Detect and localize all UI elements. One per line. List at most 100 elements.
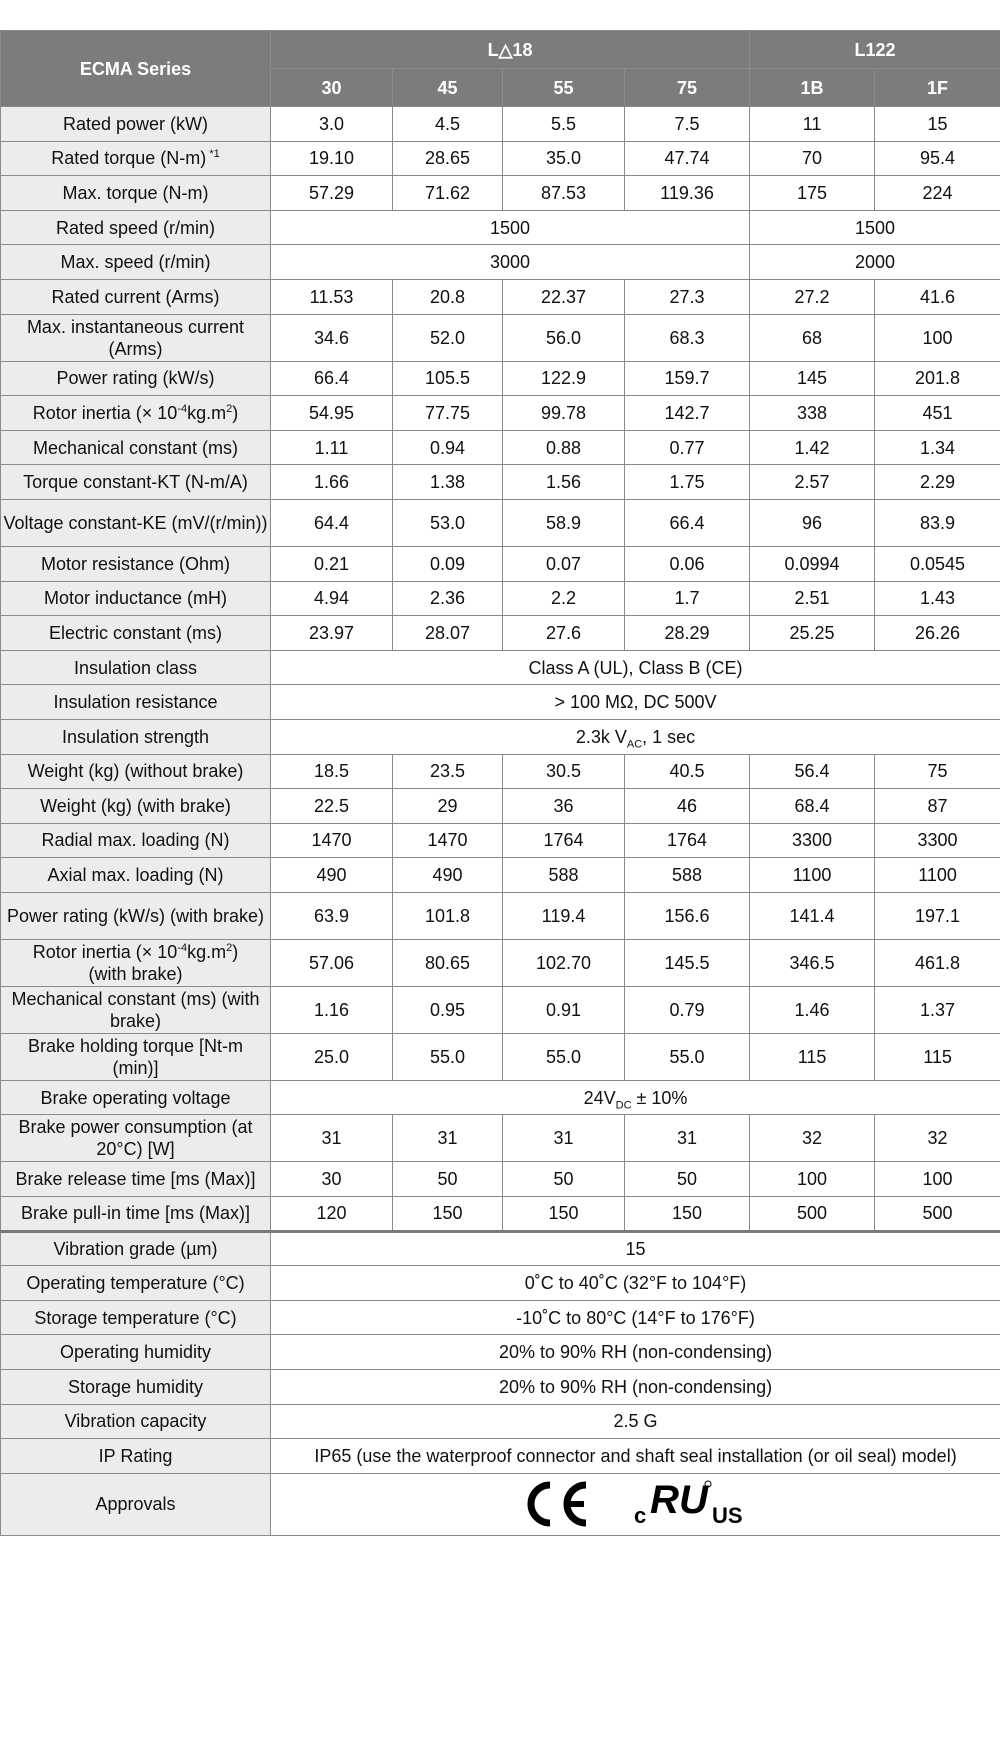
- table-row: Brake release time [ms (Max)] 30 50 50 50 100…: [0, 1161, 1000, 1198]
- value-cell: 68.4: [749, 788, 876, 824]
- value-cell: 0.21: [270, 545, 393, 582]
- series-header: ECMA Series: [0, 30, 271, 107]
- row-label: Operating humidity: [0, 1334, 271, 1371]
- value-cell: 25.25: [749, 615, 876, 651]
- model-header: 1B: [749, 68, 876, 107]
- row-label: Mechanical constant (ms): [0, 429, 271, 466]
- group-value-cell: 3000: [269, 244, 751, 280]
- value-cell: 141.4: [749, 891, 876, 940]
- table-row: IP Rating IP65 (use the waterproof connec…: [0, 1438, 1000, 1474]
- value-cell: 46: [623, 788, 751, 824]
- span-value-cell: 15: [269, 1229, 1000, 1267]
- table-row: Storage temperature (°C) -10˚C to 80°C (1…: [0, 1299, 1000, 1336]
- span-value-cell: 0˚C to 40˚C (32°F to 104°F): [269, 1265, 1000, 1301]
- value-cell: 56.4: [749, 753, 876, 790]
- value-cell: 31: [502, 1114, 625, 1163]
- group-value-cell: 1500: [749, 209, 1000, 246]
- row-label: Rotor inertia (× 10-4kg.m2): [0, 395, 271, 431]
- row-label: Electric constant (ms): [0, 615, 271, 651]
- table-row: Operating humidity 20% to 90% RH (non-con…: [0, 1334, 1000, 1371]
- value-cell: 3300: [874, 822, 1000, 859]
- value-cell: 15: [874, 106, 1000, 142]
- table-row: Insulation resistance > 100 MΩ, DC 500V: [0, 684, 1000, 720]
- value-cell: 201.8: [874, 360, 1000, 397]
- row-label: Approvals: [0, 1472, 271, 1536]
- value-cell: 52.0: [392, 313, 503, 362]
- span-value-cell: > 100 MΩ, DC 500V: [269, 684, 1000, 720]
- svg-text:US: US: [712, 1503, 743, 1528]
- table-row: Power rating (kW/s) (with brake) 63.9 101.…: [0, 891, 1000, 940]
- value-cell: 63.9: [270, 891, 393, 940]
- table-row: Rotor inertia (× 10-4kg.m2) (with brake) 5…: [0, 938, 1000, 987]
- value-cell: 58.9: [502, 498, 625, 547]
- span-value-cell: 24VDC ± 10%: [269, 1079, 1000, 1116]
- span-value-cell: 20% to 90% RH (non-condensing): [269, 1334, 1000, 1371]
- span-value-cell: -10˚C to 80°C (14°F to 176°F): [269, 1299, 1000, 1336]
- row-label: Insulation strength: [0, 718, 271, 755]
- value-cell: 3300: [749, 822, 876, 859]
- row-label: Brake release time [ms (Max)]: [0, 1161, 271, 1198]
- value-cell: 451: [874, 395, 1000, 431]
- row-label: Voltage constant-KE (mV/(r/min)): [0, 498, 271, 547]
- spec-table-body: Rated power (kW) 3.0 4.5 5.5 7.5 11 15 Rated to…: [0, 106, 1000, 1536]
- row-label: Radial max. loading (N): [0, 822, 271, 859]
- table-row: Axial max. loading (N) 490 490 588 588 1100 11…: [0, 857, 1000, 893]
- value-cell: 461.8: [874, 938, 1000, 987]
- row-label: Storage temperature (°C): [0, 1299, 271, 1336]
- value-cell: 47.74: [623, 140, 751, 177]
- table-row: Electric constant (ms) 23.97 28.07 27.6 28.2…: [0, 615, 1000, 651]
- table-row: Radial max. loading (N) 1470 1470 1764 1764 3…: [0, 822, 1000, 859]
- value-cell: 31: [623, 1114, 751, 1163]
- row-label: Vibration grade (µm): [0, 1229, 271, 1267]
- value-cell: 2.36: [392, 580, 503, 617]
- value-cell: 346.5: [749, 938, 876, 987]
- value-cell: 27.6: [502, 615, 625, 651]
- value-cell: 57.29: [270, 175, 393, 211]
- value-cell: 36: [502, 788, 625, 824]
- value-cell: 28.07: [392, 615, 503, 651]
- value-cell: 150: [392, 1196, 503, 1232]
- value-cell: 70: [749, 140, 876, 177]
- spec-table: ECMA Series L△18 L122 30 45 55 75 1B 1F …: [0, 30, 1000, 1536]
- value-cell: 20.8: [392, 278, 503, 315]
- value-cell: 50: [623, 1161, 751, 1198]
- value-cell: 25.0: [270, 1032, 393, 1081]
- table-row: Rated speed (r/min) 1500 1500: [0, 209, 1000, 246]
- row-label: Power rating (kW/s): [0, 360, 271, 397]
- value-cell: 1764: [502, 822, 625, 859]
- value-cell: 27.2: [749, 278, 876, 315]
- value-cell: 71.62: [392, 175, 503, 211]
- value-cell: 41.6: [874, 278, 1000, 315]
- svg-text:RU: RU: [650, 1479, 709, 1522]
- approvals-cell: c RU US: [269, 1472, 1000, 1536]
- row-label: Rotor inertia (× 10-4kg.m2) (with brake): [0, 938, 271, 987]
- row-label: Brake holding torque [Nt-m (min)]: [0, 1032, 271, 1081]
- value-cell: 26.26: [874, 615, 1000, 651]
- table-row: Motor inductance (mH) 4.94 2.36 2.2 1.7 2.51 1…: [0, 580, 1000, 617]
- span-value-cell: 2.5 G: [269, 1403, 1000, 1440]
- row-label: Axial max. loading (N): [0, 857, 271, 893]
- value-cell: 1470: [392, 822, 503, 859]
- value-cell: 22.5: [270, 788, 393, 824]
- table-row: Max. speed (r/min) 3000 2000: [0, 244, 1000, 280]
- value-cell: 68.3: [623, 313, 751, 362]
- table-row: Weight (kg) (with brake) 22.5 29 36 46 68.4 87: [0, 788, 1000, 824]
- row-label: Motor inductance (mH): [0, 580, 271, 617]
- value-cell: 1.38: [392, 464, 503, 500]
- value-cell: 150: [623, 1196, 751, 1232]
- value-cell: 50: [392, 1161, 503, 1198]
- value-cell: 30: [270, 1161, 393, 1198]
- table-row: Brake pull-in time [ms (Max)] 120 150 150 15…: [0, 1196, 1000, 1232]
- group-header-l-delta18: L△18: [269, 30, 751, 69]
- value-cell: 0.77: [623, 429, 751, 466]
- value-cell: 32: [874, 1114, 1000, 1163]
- ce-mark-icon: [527, 1481, 586, 1527]
- value-cell: 29: [392, 788, 503, 824]
- table-row: Mechanical constant (ms) (with brake) 1.1…: [0, 985, 1000, 1034]
- value-cell: 0.06: [623, 545, 751, 582]
- value-cell: 22.37: [502, 278, 625, 315]
- value-cell: 53.0: [392, 498, 503, 547]
- value-cell: 31: [270, 1114, 393, 1163]
- value-cell: 66.4: [623, 498, 751, 547]
- value-cell: 4.5: [392, 106, 503, 142]
